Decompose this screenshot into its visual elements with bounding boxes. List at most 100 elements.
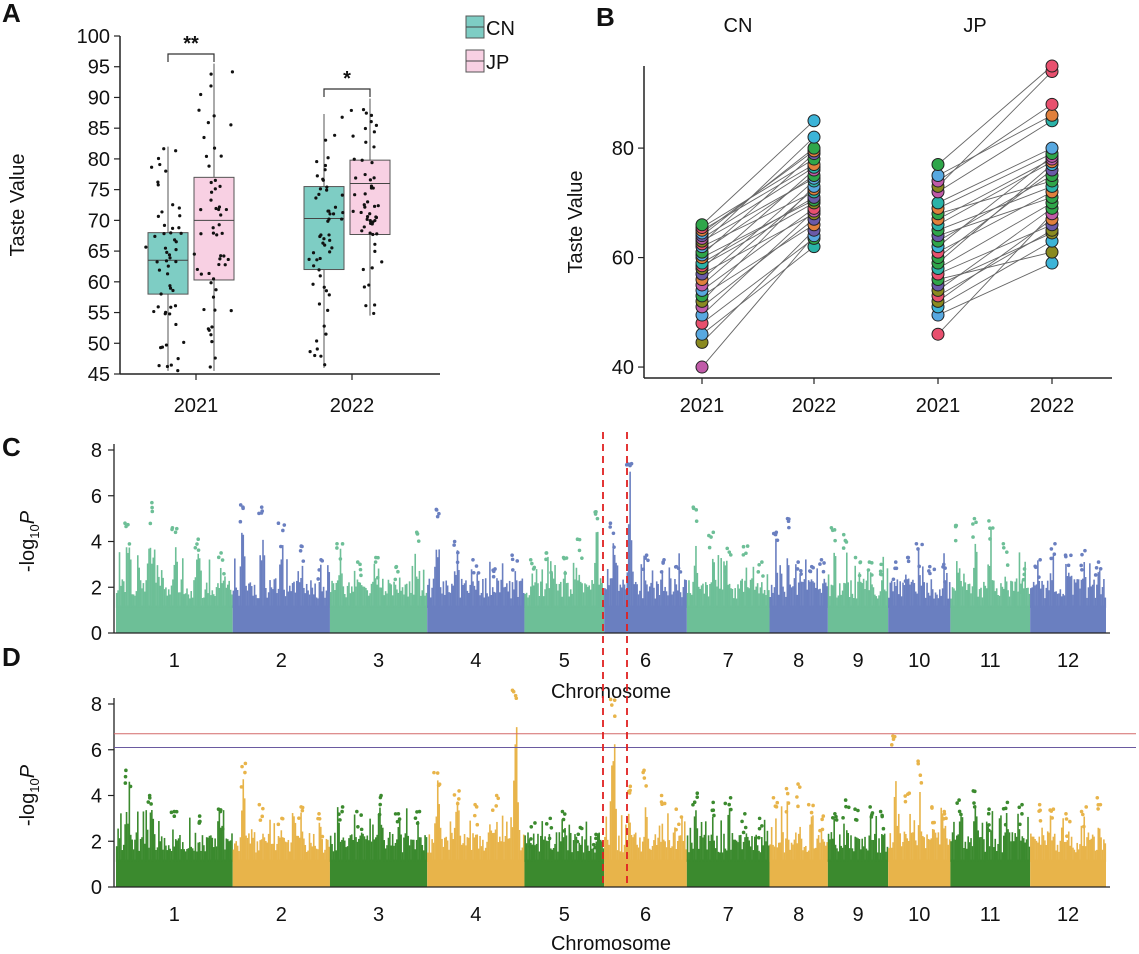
snp-column xyxy=(260,560,263,608)
y-tick-label: 60 xyxy=(88,272,110,294)
snp-column xyxy=(301,831,304,862)
box-point xyxy=(223,263,227,267)
snp-column xyxy=(294,592,297,608)
snp-point xyxy=(377,812,382,817)
snp-column xyxy=(627,813,630,862)
snp-column xyxy=(717,851,720,862)
snp-point xyxy=(195,542,199,546)
snp-column xyxy=(462,584,464,608)
snp-column xyxy=(692,848,694,862)
snp-column xyxy=(1024,561,1026,608)
snp-column xyxy=(964,841,967,862)
snp-column xyxy=(235,841,238,862)
snp-point xyxy=(1038,558,1042,562)
snp-point xyxy=(549,825,554,830)
snp-column xyxy=(741,849,743,862)
snp-column xyxy=(1101,587,1104,608)
snp-column xyxy=(129,559,132,608)
snp-column xyxy=(1089,839,1091,862)
snp-column xyxy=(769,597,772,608)
snp-column xyxy=(548,834,551,862)
snp-column xyxy=(432,842,435,862)
snp-point xyxy=(795,795,799,799)
snp-column xyxy=(159,841,162,862)
snp-column xyxy=(1065,841,1067,862)
snp-column xyxy=(864,836,866,862)
pair-line xyxy=(937,158,1053,220)
snp-column xyxy=(439,587,442,608)
box-point xyxy=(165,364,170,369)
snp-column xyxy=(173,564,176,608)
snp-column xyxy=(1032,581,1035,608)
snp-column xyxy=(869,815,872,862)
snp-column xyxy=(661,570,664,608)
snp-column xyxy=(861,838,864,862)
chromosome-band-9 xyxy=(827,605,889,633)
snp-point xyxy=(1049,547,1054,551)
snp-column xyxy=(301,565,304,608)
snp-column xyxy=(699,588,701,608)
snp-column xyxy=(814,587,817,608)
snp-column xyxy=(534,845,536,862)
snp-column xyxy=(473,837,476,862)
significance-bracket xyxy=(323,88,371,97)
box-cn-2022 xyxy=(303,186,345,271)
snp-point xyxy=(694,519,699,523)
snp-column xyxy=(305,583,308,608)
box-point xyxy=(197,108,201,112)
snp-column xyxy=(1014,833,1016,862)
box-point xyxy=(327,217,331,221)
snp-column xyxy=(1034,839,1036,862)
snp-column xyxy=(707,596,710,608)
snp-column xyxy=(599,578,602,608)
snp-column xyxy=(327,839,329,862)
snp-column xyxy=(367,595,370,608)
snp-column xyxy=(403,837,405,862)
significance-label: * xyxy=(343,68,351,90)
snp-column xyxy=(267,833,270,862)
snp-point xyxy=(378,802,383,807)
snp-column xyxy=(508,580,511,608)
snp-point xyxy=(920,542,924,547)
snp-point xyxy=(416,539,421,543)
box-point xyxy=(229,123,233,127)
snp-column xyxy=(879,852,882,862)
box-point xyxy=(372,130,376,134)
chromosome-label: 4 xyxy=(470,904,481,926)
snp-column xyxy=(930,579,933,608)
snp-column xyxy=(342,586,345,608)
snp-column xyxy=(407,835,409,862)
snp-column xyxy=(980,836,982,862)
snp-column xyxy=(909,813,911,862)
box-point xyxy=(354,176,358,180)
snp-column xyxy=(616,850,619,862)
snp-column xyxy=(861,583,864,608)
snp-column xyxy=(665,847,668,862)
snp-column xyxy=(632,571,634,608)
snp-point xyxy=(957,798,961,802)
snp-column xyxy=(458,570,460,608)
snp-column xyxy=(947,844,950,862)
snp-column xyxy=(1048,832,1050,862)
snp-column xyxy=(657,583,659,608)
snp-point xyxy=(376,555,380,560)
snp-column xyxy=(620,815,623,862)
snp-column xyxy=(782,586,784,608)
snp-column xyxy=(1059,589,1062,608)
snp-column xyxy=(707,835,710,862)
snp-column xyxy=(284,596,287,608)
snp-point xyxy=(455,801,460,806)
snp-column xyxy=(532,833,535,862)
snp-point xyxy=(298,548,303,553)
snp-point xyxy=(243,761,248,766)
snp-column xyxy=(1051,580,1053,608)
snp-column xyxy=(668,840,671,862)
snp-column xyxy=(700,821,703,862)
snp-point xyxy=(510,553,514,558)
snp-point xyxy=(1066,563,1071,568)
snp-column xyxy=(373,563,376,608)
chromosome-band-1 xyxy=(116,859,233,887)
snp-point xyxy=(338,557,343,561)
snp-column xyxy=(434,823,436,862)
